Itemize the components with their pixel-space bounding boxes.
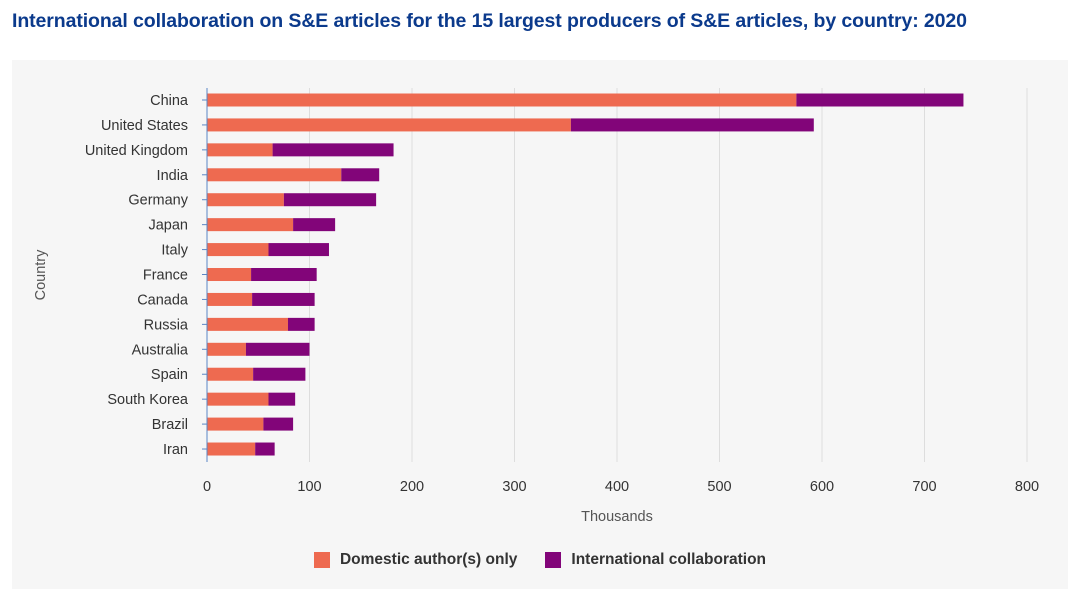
category-label: South Korea [107, 392, 189, 408]
bar-international[interactable] [263, 417, 294, 431]
bar-international[interactable] [796, 93, 964, 107]
category-label: Iran [163, 442, 188, 458]
x-tick-label: 800 [1015, 479, 1039, 495]
bar-domestic[interactable] [207, 442, 256, 456]
bar-international[interactable] [245, 342, 310, 356]
x-tick-label: 200 [400, 479, 424, 495]
legend-swatch-international [545, 552, 562, 568]
bar-international[interactable] [272, 143, 394, 157]
bar-domestic[interactable] [207, 268, 252, 282]
category-label: China [150, 93, 189, 109]
bar-domestic[interactable] [207, 143, 273, 157]
x-tick-label: 500 [707, 479, 731, 495]
legend-item-international[interactable]: International collaboration [545, 551, 766, 569]
category-label: United Kingdom [85, 143, 188, 159]
bar-domestic[interactable] [207, 243, 269, 257]
chart-panel [12, 60, 1068, 589]
bar-domestic[interactable] [207, 193, 284, 207]
category-label: Italy [161, 243, 188, 259]
bar-chart: 0 100 200 300 400 500 600 700 800 China United Sta… [33, 88, 1039, 525]
bar-domestic[interactable] [207, 168, 342, 182]
bar-domestic[interactable] [207, 118, 571, 132]
bar-domestic[interactable] [207, 218, 294, 232]
labels: 0 100 200 300 400 500 600 700 800 China United Sta… [85, 93, 1039, 495]
x-tick-label: 700 [912, 479, 936, 495]
category-label: India [157, 168, 189, 184]
bar-international[interactable] [255, 442, 275, 456]
category-label: Spain [151, 367, 188, 383]
legend-label-domestic: Domestic author(s) only [339, 551, 518, 568]
x-tick-label: 0 [203, 479, 211, 495]
bar-international[interactable] [341, 168, 380, 182]
x-tick-label: 300 [502, 479, 526, 495]
x-axis-title: Thousands [581, 509, 653, 525]
category-label: United States [101, 118, 188, 134]
chart-legend: Domestic author(s) only International co… [0, 551, 1080, 569]
bar-domestic[interactable] [207, 317, 288, 331]
legend-swatch-domestic [313, 552, 330, 568]
bar-international[interactable] [268, 243, 329, 257]
legend-label-international: International collaboration [571, 551, 767, 568]
bar-domestic[interactable] [207, 93, 797, 107]
bar-international[interactable] [268, 392, 296, 406]
bar-international[interactable] [570, 118, 814, 132]
axes [202, 88, 208, 462]
category-label: Canada [137, 292, 189, 308]
bar-international[interactable] [251, 268, 317, 282]
bar-international[interactable] [253, 367, 306, 381]
bar-domestic[interactable] [207, 367, 254, 381]
bar-international[interactable] [252, 292, 315, 306]
bar-international[interactable] [287, 317, 315, 331]
category-label: Russia [144, 317, 189, 333]
category-label: Germany [128, 193, 188, 209]
gridlines [309, 88, 1028, 462]
x-tick-label: 400 [605, 479, 629, 495]
bar-international[interactable] [293, 218, 336, 232]
category-label: Brazil [152, 417, 188, 433]
legend-item-domestic[interactable]: Domestic author(s) only [313, 551, 518, 569]
bars [207, 93, 964, 456]
chart-title: International collaboration on S&E artic… [12, 10, 967, 32]
category-label: Australia [132, 342, 189, 358]
bar-domestic[interactable] [207, 392, 269, 406]
category-label: France [143, 268, 188, 284]
bar-domestic[interactable] [207, 292, 253, 306]
category-label: Japan [148, 218, 188, 234]
x-tick-label: 100 [297, 479, 321, 495]
bar-international[interactable] [283, 193, 377, 207]
bar-domestic[interactable] [207, 417, 264, 431]
y-axis-title: Country [33, 249, 49, 301]
bar-domestic[interactable] [207, 342, 246, 356]
x-tick-label: 600 [810, 479, 834, 495]
